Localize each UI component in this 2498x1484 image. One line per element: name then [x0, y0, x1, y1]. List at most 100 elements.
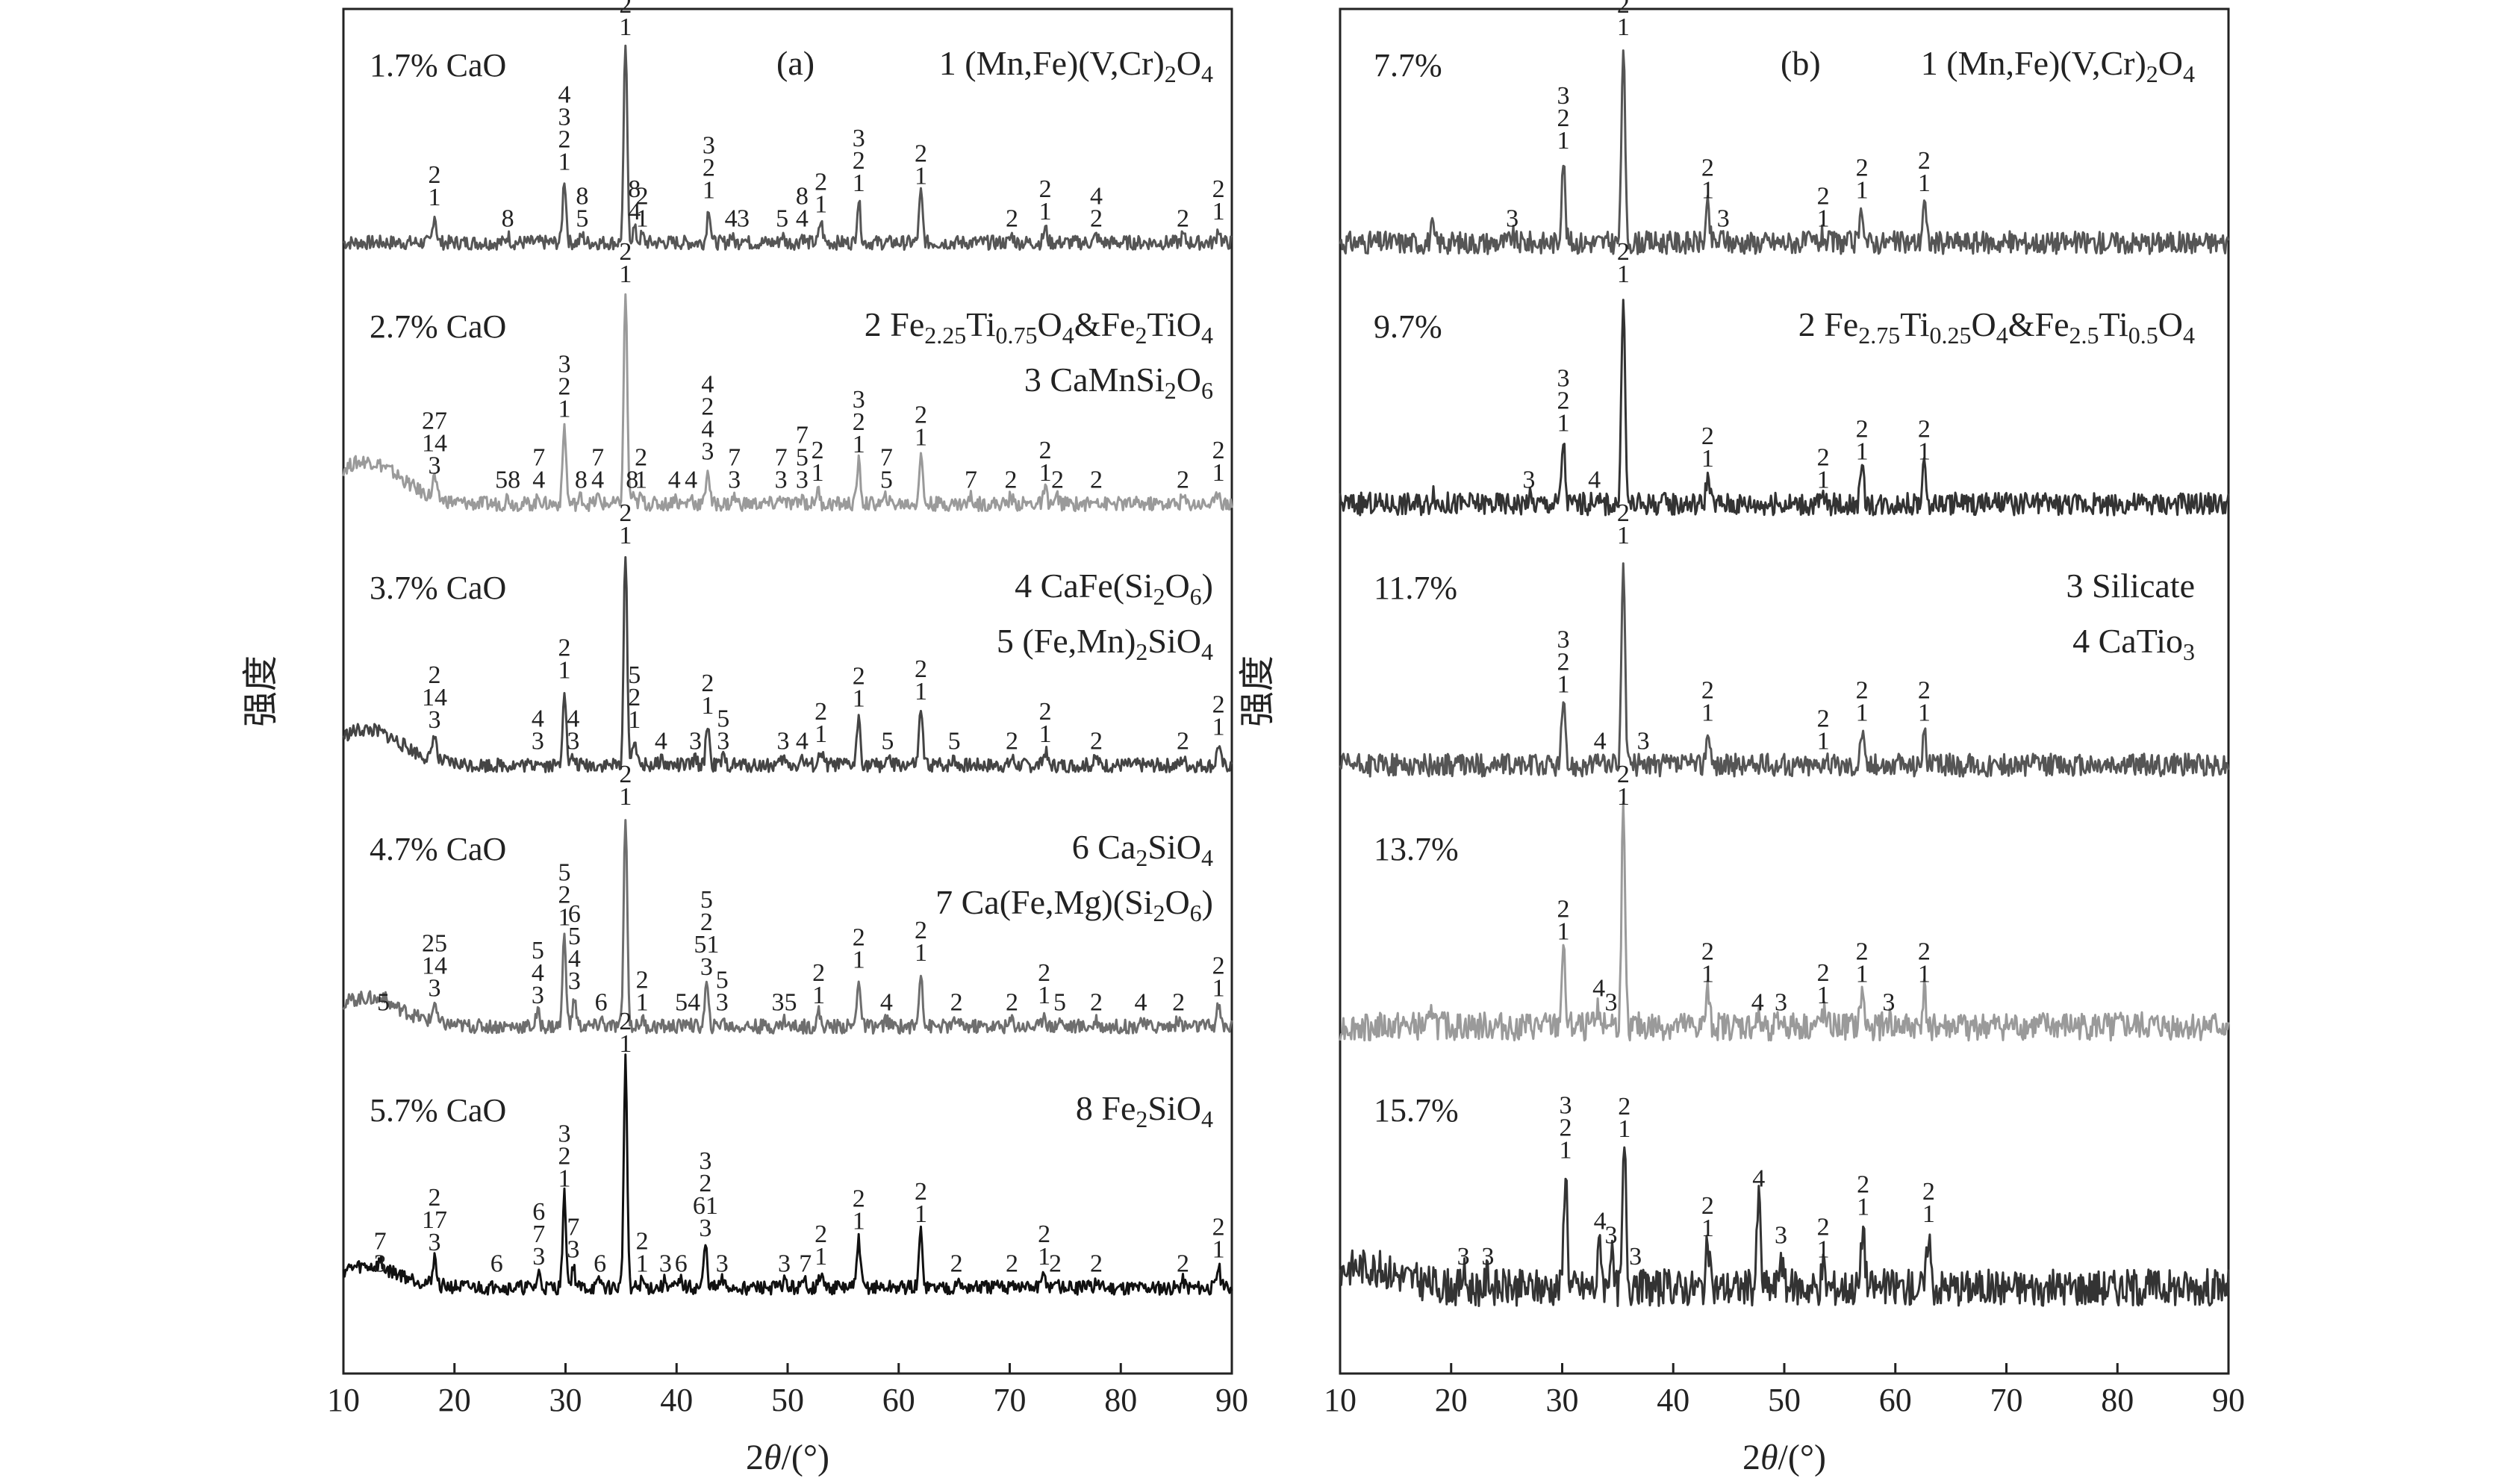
series-line [1339, 49, 2230, 255]
series-line [342, 293, 1233, 512]
series-line [342, 44, 1233, 251]
peak-label: 4 [668, 467, 681, 494]
peak-label: 2 [950, 989, 963, 1017]
peak-label: 2 [1051, 467, 1064, 494]
x-tick-label: 60 [1879, 1382, 1912, 1418]
peak-label: 3 [1457, 1243, 1470, 1271]
legend-entry: 4 CaTio3 [2072, 622, 2195, 665]
x-tick-label: 70 [1990, 1382, 2023, 1418]
x-tick-label: 50 [771, 1382, 804, 1418]
peak-label: 4 [1752, 1165, 1765, 1193]
peak-label: 2 17 3 [422, 1184, 447, 1256]
x-tick-label: 40 [1657, 1382, 1689, 1418]
legend-entry: 1 (Mn,Fe)(V,Cr)2O4 [1921, 44, 2195, 87]
peak-label: 2 [1177, 467, 1189, 494]
series-line [1339, 299, 2230, 517]
peak-label: 3 [1522, 467, 1535, 494]
peak-label: 4 [725, 205, 738, 233]
peak-label: 3 [659, 1250, 672, 1278]
x-tick-label: 60 [882, 1382, 915, 1418]
peak-label: 4 [685, 467, 697, 494]
x-tick-label: 10 [327, 1382, 360, 1418]
series-label: 5.7% CaO [370, 1092, 506, 1129]
peak-label: 3 [1629, 1243, 1642, 1271]
x-axis-label: 2θ/(°) [1742, 1438, 1826, 1477]
peak-label: 3 2 61 3 [693, 1147, 718, 1242]
plot-frame [1339, 7, 2230, 1375]
legend-entry: 2 Fe2.25Ti0.75O4&Fe2TiO4 [865, 305, 1213, 349]
series-line [342, 819, 1233, 1035]
legend-entry: 8 Fe2SiO4 [1076, 1089, 1213, 1132]
peak-label: 2 [1090, 989, 1103, 1017]
legend-entry: 3 Silicate [2066, 567, 2195, 605]
panel-label: (a) [776, 44, 815, 82]
peak-label: 2 [1006, 728, 1018, 755]
peak-label: 4 [655, 728, 667, 755]
x-tick-label: 20 [1435, 1382, 1468, 1418]
series-label: 2.7% CaO [370, 308, 506, 345]
peak-label: 3 [689, 728, 702, 755]
legend-entry: 1 (Mn,Fe)(V,Cr)2O4 [939, 44, 1213, 87]
peak-label: 2 [1090, 1250, 1103, 1278]
peak-label: 7 [965, 467, 977, 494]
x-tick-label: 90 [2212, 1382, 2245, 1418]
peak-label: 27 14 3 [422, 408, 447, 480]
panel-a: 10 20 30 40 50 60 70 80 90 2θ/(°) 强度 (a) 1 (Mn,Fe)(V… [240, 0, 1248, 1477]
peak-label: 25 14 3 [422, 930, 447, 1003]
legend-entry: 6 Ca2SiO4 [1072, 828, 1213, 871]
series-label: 3.7% CaO [370, 570, 506, 606]
peak-label: 2 [1172, 989, 1185, 1017]
peak-label: 3 [777, 728, 790, 755]
legend-entry: 4 CaFe(Si2O6) [1015, 567, 1213, 610]
peak-label: 35 [772, 989, 797, 1017]
panel-b: 10 20 30 40 50 60 70 80 90 2θ/(°) 强度 (b) 1 (Mn,Fe)(V… [1236, 0, 2245, 1477]
peak-label: 2 [1177, 1250, 1189, 1278]
series-label: 11.7% [1374, 570, 1457, 606]
peak-label: 3 [778, 1250, 791, 1278]
peak-label: 2 [1090, 467, 1103, 494]
peak-label: 6 [675, 1250, 688, 1278]
